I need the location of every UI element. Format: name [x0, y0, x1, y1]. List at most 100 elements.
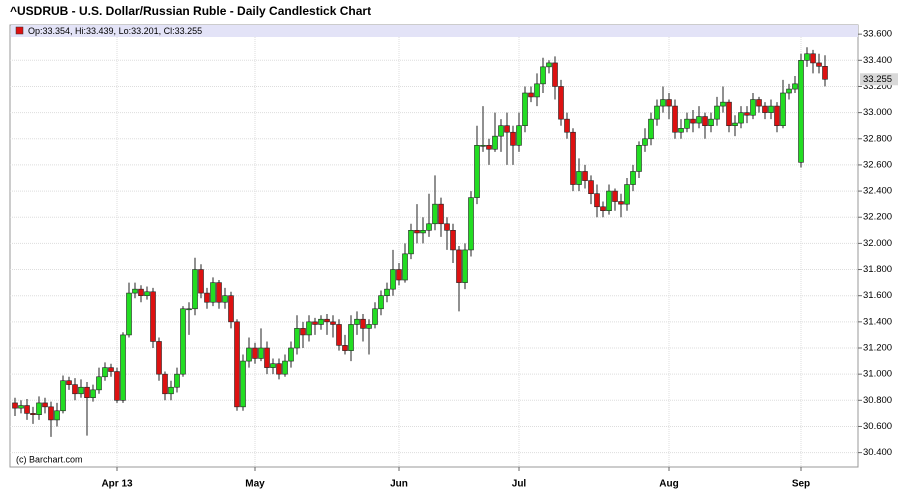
candle-body — [468, 197, 474, 251]
candle-body — [396, 269, 402, 281]
candle-body — [816, 62, 822, 67]
candle-body — [678, 128, 684, 133]
candle-body — [420, 230, 426, 234]
candle-body — [216, 282, 222, 303]
candle-body — [798, 60, 804, 163]
legend-swatch — [15, 26, 24, 35]
candle-body — [432, 203, 438, 225]
candle-body — [264, 347, 270, 368]
candle-body — [78, 386, 84, 395]
candle-body — [372, 308, 378, 325]
candle-body — [768, 105, 774, 113]
candle-body — [714, 105, 720, 120]
candle-body — [72, 384, 78, 395]
candle-body — [36, 402, 42, 415]
candle-body — [498, 125, 504, 137]
y-tick-label: 32.200 — [863, 212, 892, 223]
last-price-label: 33.255 — [863, 74, 892, 85]
candle-body — [534, 83, 540, 98]
candle-body — [300, 328, 306, 336]
candle-body — [102, 367, 108, 378]
candle-body — [66, 380, 72, 385]
candle-body — [180, 308, 186, 375]
candle-body — [762, 105, 768, 113]
candle-body — [786, 88, 792, 94]
candle-body — [720, 101, 726, 107]
candle-body — [336, 324, 342, 346]
candle-body — [522, 92, 528, 126]
candle-body — [126, 292, 132, 336]
candle-body — [342, 345, 348, 351]
candle-body — [414, 230, 420, 234]
candle-body — [624, 184, 630, 205]
candle-body — [696, 116, 702, 124]
candle-body — [348, 324, 354, 351]
candle-body — [792, 83, 798, 90]
candle-body — [246, 347, 252, 362]
candle-body — [672, 105, 678, 133]
candle-body — [192, 269, 198, 310]
candle-body — [552, 62, 558, 87]
candle-body — [684, 118, 690, 129]
candle-body — [456, 249, 462, 283]
chart-title: ^USDRUB - U.S. Dollar/Russian Ruble - Da… — [10, 4, 371, 18]
candle-body — [276, 363, 282, 375]
candle-body — [108, 367, 114, 372]
candle-body — [702, 116, 708, 126]
legend-text: Op:33.354, Hi:33.439, Lo:33.201, Cl:33.2… — [28, 26, 202, 36]
candle-body — [120, 334, 126, 401]
legend-strip — [11, 25, 858, 37]
x-tick-label: Apr 13 — [101, 479, 133, 490]
candle-body — [234, 321, 240, 408]
y-tick-label: 33.400 — [863, 55, 892, 66]
candle-body — [738, 112, 744, 124]
x-tick-label: Sep — [792, 479, 810, 490]
candle-body — [90, 389, 96, 398]
y-tick-label: 31.400 — [863, 316, 892, 327]
candle-body — [84, 386, 90, 398]
candle-body — [642, 138, 648, 146]
candle-body — [708, 118, 714, 126]
candle-body — [636, 145, 642, 172]
candle-body — [822, 66, 828, 80]
candle-body — [162, 373, 168, 395]
candle-body — [444, 223, 450, 231]
candle-body — [438, 203, 444, 225]
candle-body — [726, 101, 732, 126]
candle-body — [594, 193, 600, 208]
credit: (c) Barchart.com — [16, 454, 83, 464]
candle-body — [144, 291, 150, 296]
y-tick-label: 33.600 — [863, 29, 892, 40]
candle-body — [528, 92, 534, 98]
candle-body — [810, 53, 816, 64]
candle-body — [228, 295, 234, 323]
candle-body — [132, 288, 138, 294]
x-tick-label: Jul — [512, 479, 527, 490]
candle-body — [630, 171, 636, 185]
candle-body — [474, 145, 480, 198]
candle-body — [744, 112, 750, 116]
candle-body — [384, 288, 390, 296]
candle-body — [516, 125, 522, 146]
candle-body — [576, 171, 582, 185]
candle-body — [318, 318, 324, 325]
y-tick-label: 32.400 — [863, 186, 892, 197]
x-tick-label: Aug — [659, 479, 678, 490]
y-tick-label: 32.800 — [863, 133, 892, 144]
candle-body — [462, 249, 468, 283]
candle-body — [24, 405, 30, 414]
candle-body — [48, 406, 54, 421]
y-tick-label: 31.200 — [863, 343, 892, 354]
candle-body — [114, 371, 120, 401]
candle-body — [282, 360, 288, 375]
candle-body — [690, 118, 696, 124]
candle-body — [654, 105, 660, 120]
candle-body — [804, 53, 810, 61]
candle-body — [138, 288, 144, 296]
candle-body — [486, 145, 492, 150]
candle-body — [780, 92, 786, 126]
candle-body — [402, 253, 408, 281]
candle-body — [210, 282, 216, 303]
candle-body — [42, 402, 48, 408]
